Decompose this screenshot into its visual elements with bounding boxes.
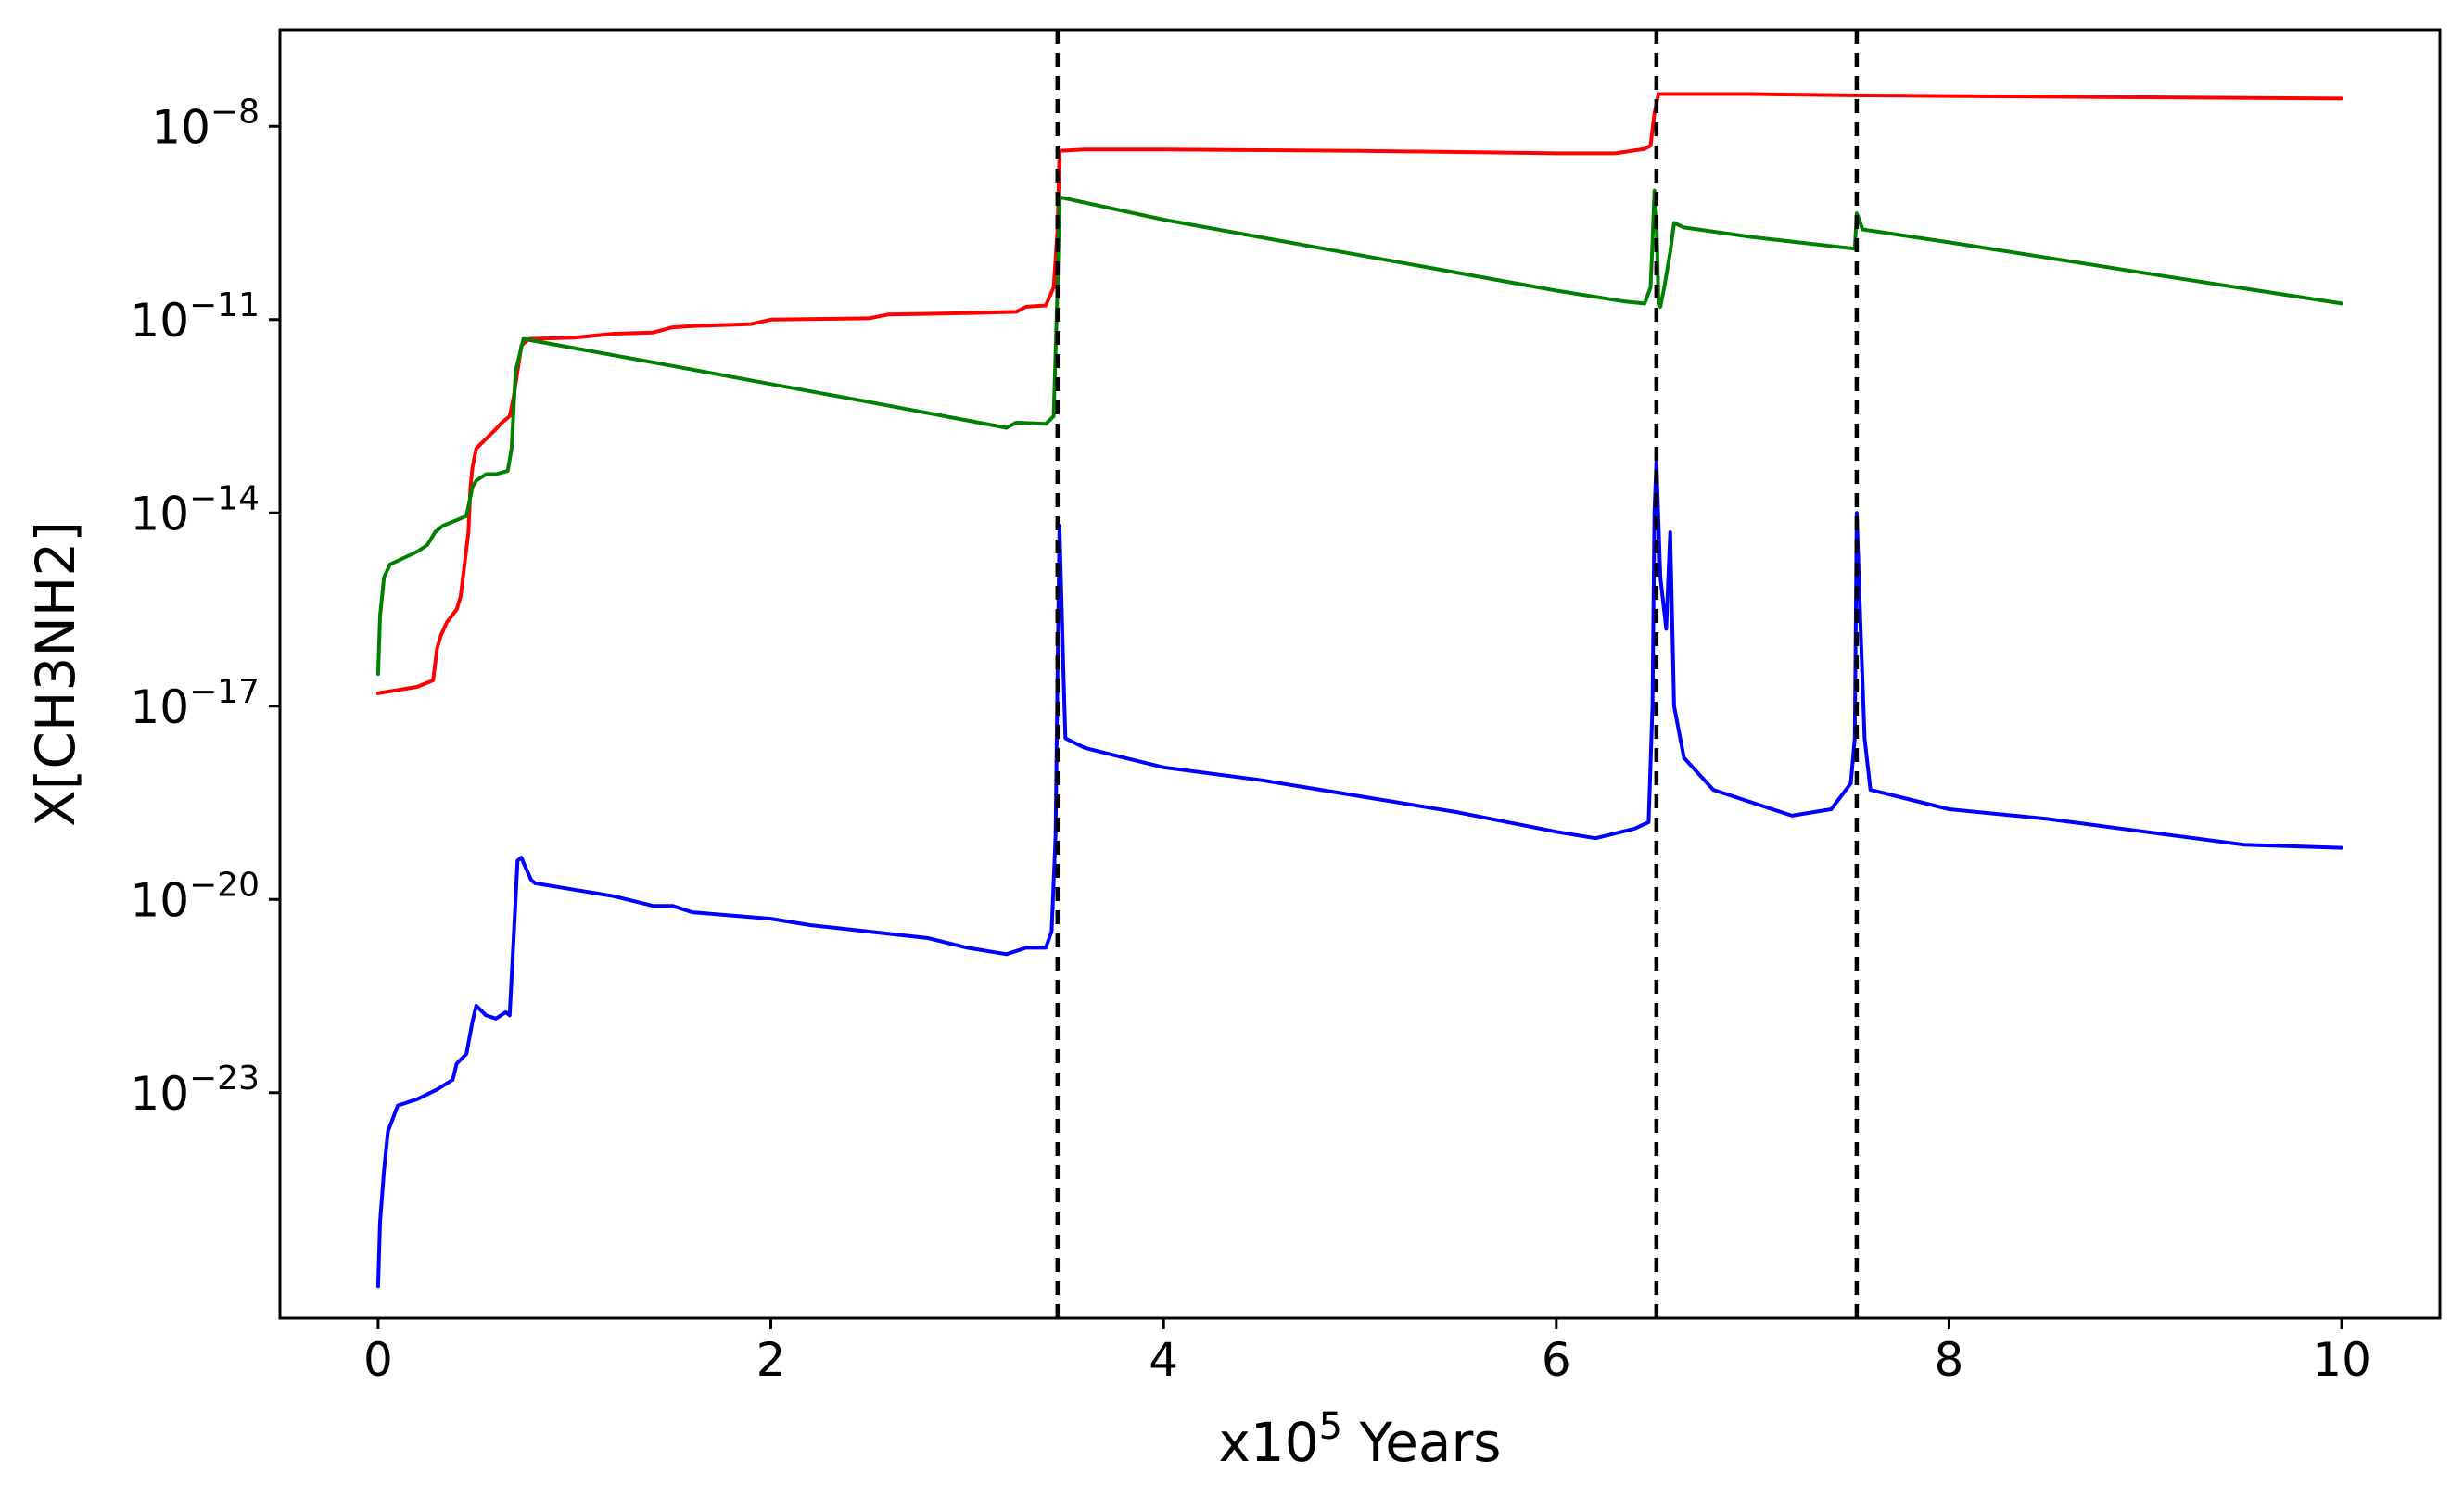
y-tick-label: 10−14	[130, 479, 260, 540]
y-tick-label: 10−23	[130, 1060, 260, 1121]
x-tick-label: 6	[1542, 1333, 1571, 1387]
x-ticks: 0 2 4 6 8 10	[363, 1318, 2371, 1387]
x-tick-label: 2	[756, 1333, 786, 1387]
x-tick-label: 10	[2312, 1333, 2371, 1387]
y-ticks: 10−8 10−11 10−14 10−17 10−20 10−23	[130, 93, 280, 1121]
y-axis-title: X[CH3NH2]	[24, 521, 87, 827]
series-line-3	[375, 459, 2344, 1289]
y-tick-label: 10−17	[130, 673, 260, 734]
y-tick-label: 10−20	[130, 866, 260, 927]
x-tick-label: 4	[1149, 1333, 1178, 1387]
vertical-markers-layer	[1055, 30, 1860, 1318]
series-line-1	[375, 92, 2344, 695]
x-axis-title: x105 Years	[1218, 1405, 1501, 1474]
y-tick-label: 10−11	[130, 286, 260, 348]
plot-frame	[278, 28, 2442, 1320]
series-line-2	[375, 188, 2344, 676]
series-layer	[375, 92, 2344, 1289]
x-tick-label: 0	[363, 1333, 393, 1387]
x-tick-label: 8	[1935, 1333, 1964, 1387]
y-tick-label: 10−8	[151, 93, 260, 154]
